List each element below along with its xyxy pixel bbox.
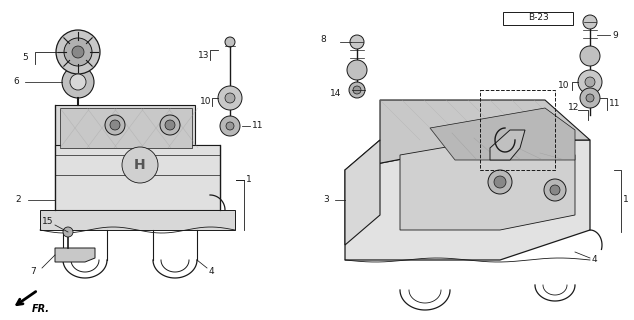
Text: 13: 13 xyxy=(198,51,209,60)
Circle shape xyxy=(585,77,595,87)
Circle shape xyxy=(110,120,120,130)
Polygon shape xyxy=(490,130,525,160)
Text: B-23: B-23 xyxy=(528,13,549,22)
Text: 8: 8 xyxy=(320,36,326,44)
Circle shape xyxy=(350,35,364,49)
Text: 3: 3 xyxy=(323,196,329,204)
Text: 2: 2 xyxy=(15,196,21,204)
Text: 10: 10 xyxy=(558,82,569,91)
Text: FR.: FR. xyxy=(32,304,50,314)
Polygon shape xyxy=(55,145,220,210)
Circle shape xyxy=(580,88,600,108)
Circle shape xyxy=(64,38,92,66)
Text: 15: 15 xyxy=(42,218,53,227)
Polygon shape xyxy=(345,140,590,260)
Circle shape xyxy=(580,46,600,66)
Circle shape xyxy=(63,227,73,237)
Polygon shape xyxy=(55,248,95,262)
Polygon shape xyxy=(55,105,220,200)
Circle shape xyxy=(349,82,365,98)
Circle shape xyxy=(583,15,597,29)
Circle shape xyxy=(225,37,235,47)
Text: 11: 11 xyxy=(252,122,264,131)
Circle shape xyxy=(122,147,158,183)
Circle shape xyxy=(165,120,175,130)
Text: 6: 6 xyxy=(13,77,19,86)
Circle shape xyxy=(225,93,235,103)
Text: H: H xyxy=(134,158,146,172)
Polygon shape xyxy=(345,140,380,245)
Circle shape xyxy=(586,94,594,102)
Circle shape xyxy=(347,60,367,80)
Polygon shape xyxy=(430,108,575,160)
Circle shape xyxy=(353,86,361,94)
Polygon shape xyxy=(60,108,192,148)
Text: 11: 11 xyxy=(609,100,621,108)
Bar xyxy=(480,90,555,170)
Circle shape xyxy=(544,179,566,201)
Polygon shape xyxy=(400,130,575,230)
Polygon shape xyxy=(345,100,590,170)
Circle shape xyxy=(218,86,242,110)
Circle shape xyxy=(550,185,560,195)
Circle shape xyxy=(494,176,506,188)
Circle shape xyxy=(220,116,240,136)
Text: 10: 10 xyxy=(200,98,212,107)
Circle shape xyxy=(488,170,512,194)
Circle shape xyxy=(72,46,84,58)
Polygon shape xyxy=(40,210,235,230)
Circle shape xyxy=(105,115,125,135)
Text: 5: 5 xyxy=(22,53,28,62)
Text: 4: 4 xyxy=(592,255,598,265)
Text: 1: 1 xyxy=(623,196,629,204)
Circle shape xyxy=(226,122,234,130)
Text: 1: 1 xyxy=(246,175,252,185)
Text: 12: 12 xyxy=(568,102,579,111)
Text: 7: 7 xyxy=(30,268,36,276)
Circle shape xyxy=(62,66,94,98)
Text: 14: 14 xyxy=(330,89,341,98)
Circle shape xyxy=(578,70,602,94)
Circle shape xyxy=(160,115,180,135)
Bar xyxy=(503,12,573,25)
Text: 4: 4 xyxy=(209,268,215,276)
Circle shape xyxy=(70,74,86,90)
Circle shape xyxy=(56,30,100,74)
Text: 9: 9 xyxy=(612,30,618,39)
